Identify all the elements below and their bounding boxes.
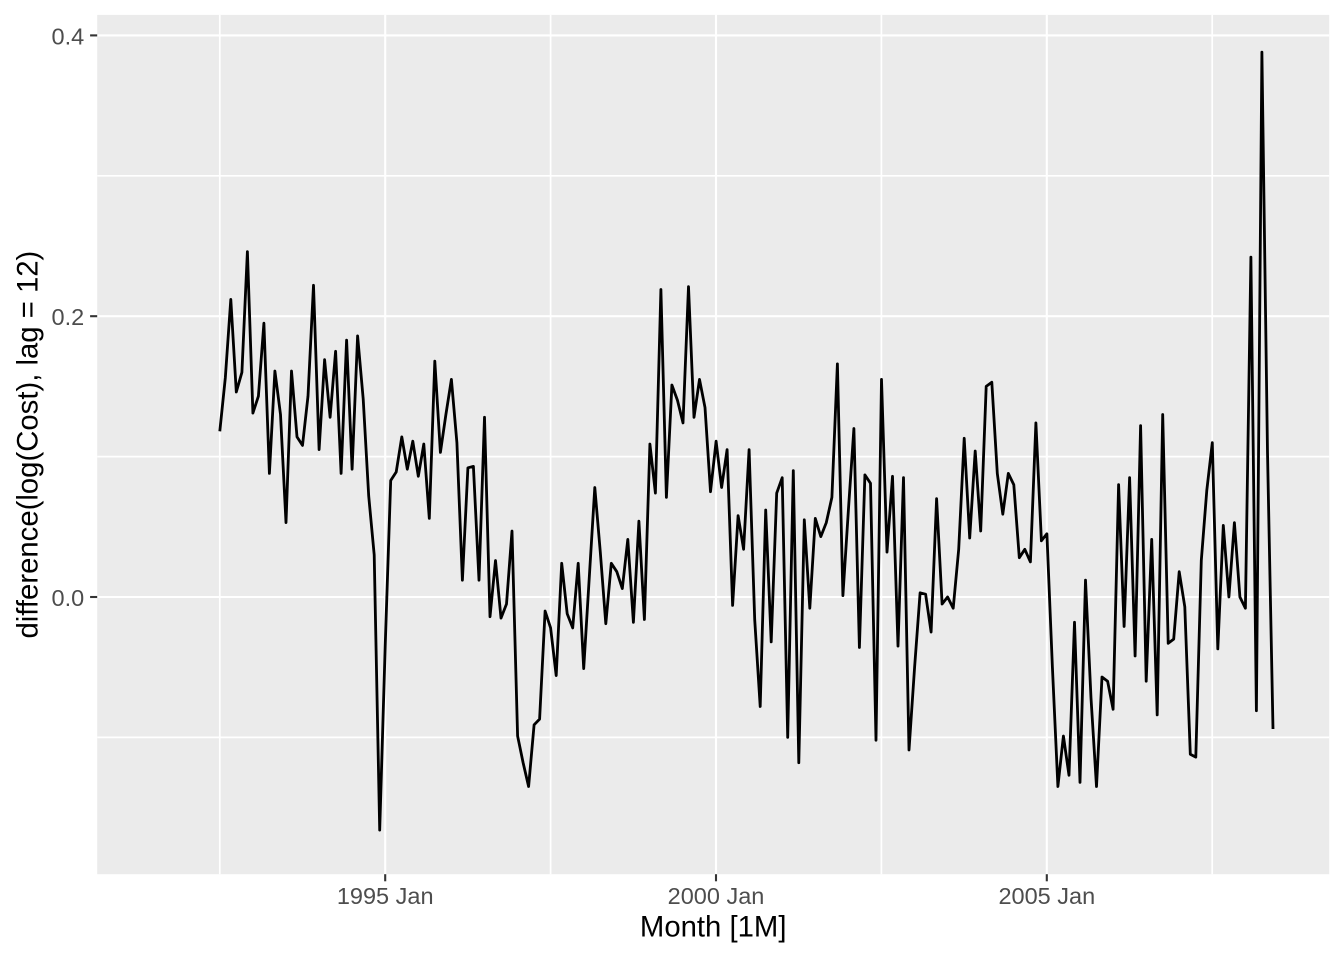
- svg-text:0.0: 0.0: [52, 585, 85, 611]
- svg-text:1995 Jan: 1995 Jan: [337, 883, 434, 909]
- svg-text:0.4: 0.4: [52, 23, 85, 49]
- svg-text:difference(log(Cost), lag = 12: difference(log(Cost), lag = 12): [12, 251, 45, 639]
- svg-text:2005 Jan: 2005 Jan: [998, 883, 1095, 909]
- svg-text:Month [1M]: Month [1M]: [640, 911, 787, 944]
- svg-text:2000 Jan: 2000 Jan: [668, 883, 765, 909]
- svg-text:0.2: 0.2: [52, 304, 85, 330]
